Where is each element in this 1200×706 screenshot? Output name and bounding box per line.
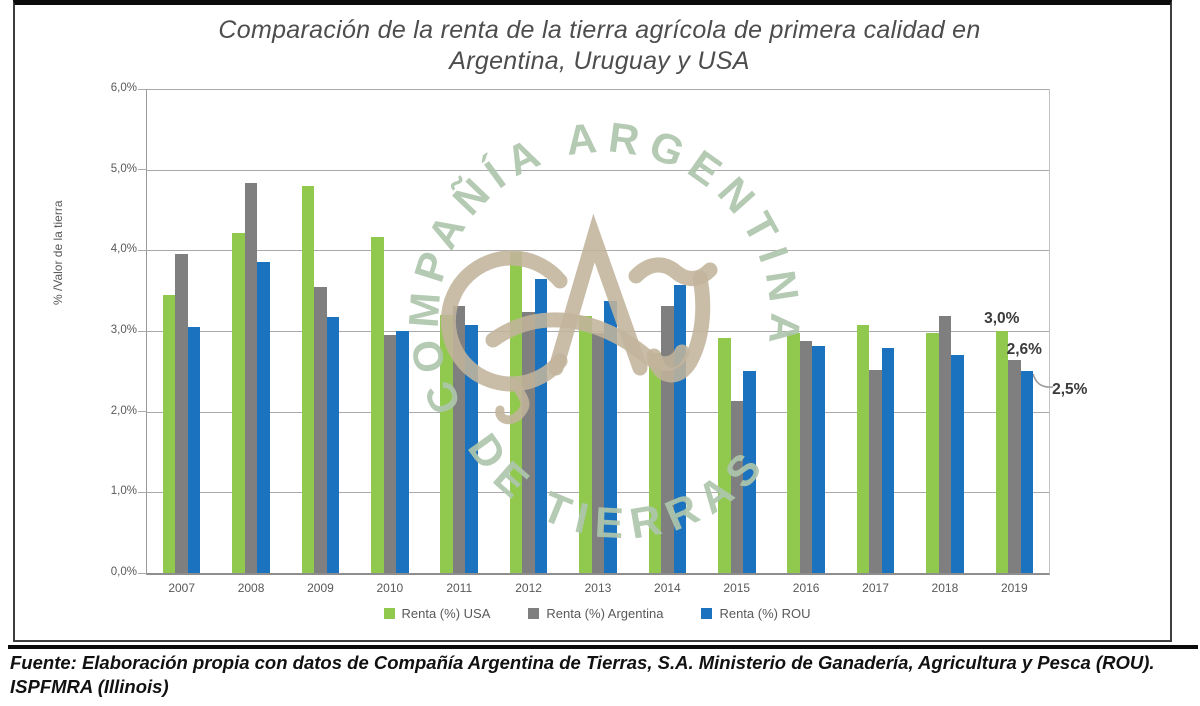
gridline [147,89,1049,90]
data-label-2,5%: 2,5% [1052,381,1088,399]
bar-argentina-2007 [175,254,188,573]
footer-line2: ISPFMRA (Illinois) [10,676,169,697]
bar-argentina-2016 [799,341,813,573]
bar-usa-2017 [856,324,870,573]
bar-rou-2019 [1020,371,1034,573]
bar-argentina-2014 [661,305,674,573]
y-tick [138,411,147,413]
y-tick [138,572,147,574]
bar-argentina-2012 [522,312,535,573]
bar-argentina-2010 [383,335,397,573]
bar-argentina-2011 [452,305,466,573]
gridline [147,250,1049,252]
bar-usa-2008 [232,232,245,573]
x-tick-label: 2014 [654,581,681,595]
bar-rou-2011 [465,324,478,573]
y-tick-label: 3,0% [110,324,137,336]
legend-swatch-argentina [528,608,540,619]
bar-rou-2014 [673,285,687,573]
bar-argentina-2008 [244,182,258,573]
chart-title-line2: Argentina, Uruguay y USA [449,47,750,75]
x-tick-label: 2013 [584,581,612,595]
footer-line1: Fuente: Elaboración propia con datos de … [10,652,1155,673]
legend-label-argentina: Renta (%) Argentina [546,606,664,621]
x-tick-label: 2019 [1000,581,1028,595]
plot-area: 0,0% 1,0% 2,0% 3,0% 4,0% 5,0% 6,0% 2007 2008 2009… [111,82,1088,595]
data-label-2,6%: 2,6% [1006,341,1042,359]
bar-rou-2007 [187,326,201,573]
bottom-rule [8,645,1198,649]
x-tick-label: 2017 [862,581,889,595]
x-tick-label: 2009 [307,581,334,595]
y-tick [138,330,147,332]
bar-argentina-2017 [869,369,882,573]
y-tick-label: 2,0% [110,404,137,417]
legend-label-usa: Renta (%) USA [401,606,491,621]
chart-title-line1: Comparación de la renta de la tierra agr… [218,16,981,44]
y-tick-label: 1,0% [110,485,137,498]
bar-usa-2015 [718,338,731,573]
bar-usa-2013 [579,316,592,573]
bar-rou-2012 [534,278,548,573]
bar-usa-2019 [995,331,1009,573]
bar-usa-2007 [162,294,176,573]
gridline [147,169,1049,171]
x-tick-label: 2011 [446,581,473,595]
bar-usa-2018 [926,332,939,573]
bar-argentina-2015 [730,401,744,573]
bar-usa-2009 [301,185,315,573]
y-tick [138,491,147,493]
legend-item-argentina: Renta (%) Argentina [528,606,663,621]
bar-argentina-2013 [591,332,605,573]
x-tick-label: 2016 [792,581,820,595]
bar-argentina-2009 [314,287,327,573]
legend-swatch-usa [383,608,395,619]
x-tick-label: 2012 [515,581,542,595]
y-tick-label: 0,0% [110,566,137,578]
x-tick-label: 2008 [237,581,265,595]
bar-usa-2016 [787,333,800,573]
bar-rou-2015 [743,371,756,573]
y-tick [138,88,147,90]
chart-frame: Comparación de la renta de la tierra agr… [13,0,1172,642]
bar-argentina-2019 [1008,360,1021,573]
y-tick [138,249,147,251]
y-tick [138,169,147,171]
bar-usa-2011 [440,314,453,573]
legend-item-usa: Renta (%) USA [383,606,491,621]
bar-usa-2014 [648,352,662,573]
bar-argentina-2018 [938,316,952,573]
x-tick-label: 2018 [931,581,959,595]
callout-line-2-5 [1032,373,1054,388]
bar-rou-2010 [396,331,409,573]
legend-label-rou: Renta (%) ROU [719,606,811,621]
x-tick-label: 2015 [723,581,751,595]
bar-rou-2013 [604,301,617,573]
legend: Renta (%) USA Renta (%) Argentina Renta (%… [146,606,1048,621]
x-tick-label: 2007 [168,581,196,595]
bar-usa-2012 [509,251,523,573]
legend-item-rou: Renta (%) ROU [701,606,810,621]
footer: Fuente: Elaboración propia con datos de … [10,651,1195,699]
y-tick-label: 4,0% [110,243,137,256]
y-tick-label: 6,0% [110,82,137,94]
legend-swatch-rou [701,608,713,619]
y-axis-title: % /Valor de la tierra [51,200,65,306]
bar-rou-2018 [951,355,964,573]
x-tick-label: 2010 [376,581,404,595]
bar-rou-2017 [881,347,895,573]
y-tick-label: 5,0% [110,162,137,175]
bar-rou-2016 [812,345,825,573]
bar-rou-2009 [326,317,340,573]
chart-title: Comparación de la renta de la tierra agr… [29,15,1170,77]
bar-usa-2010 [371,236,384,573]
data-label-3,0%: 3,0% [984,310,1020,327]
bar-rou-2008 [257,261,270,573]
